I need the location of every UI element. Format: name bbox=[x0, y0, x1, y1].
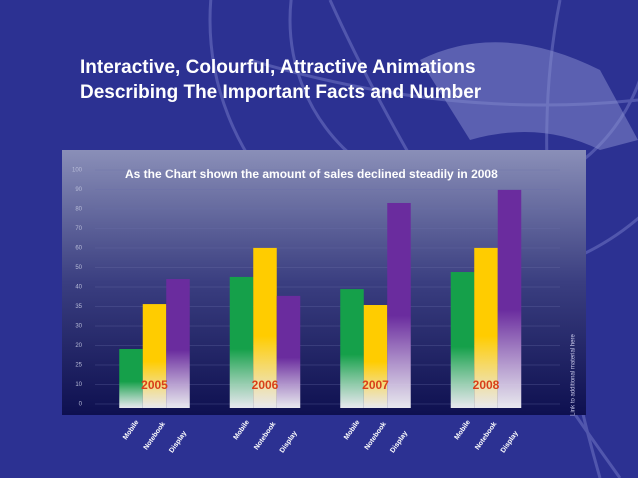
y-tick-label: 35 bbox=[75, 304, 82, 310]
bar bbox=[276, 295, 301, 408]
y-tick-label: 0 bbox=[79, 402, 83, 408]
y-tick-label: 100 bbox=[72, 168, 83, 174]
bar bbox=[474, 247, 498, 408]
x-tick-label: 2005 bbox=[141, 378, 168, 392]
slide-title: Describing The Important Facts and Numbe… bbox=[80, 82, 482, 103]
bar bbox=[340, 289, 364, 408]
slide-title: Interactive, Colourful, Attractive Anima… bbox=[80, 57, 476, 78]
y-tick-label: 60 bbox=[75, 246, 82, 252]
y-tick-label: 80 bbox=[75, 207, 82, 213]
bar bbox=[229, 276, 254, 408]
x-tick-label: 2006 bbox=[252, 378, 279, 392]
bar bbox=[142, 304, 167, 408]
bar bbox=[387, 202, 411, 408]
y-tick-label: 10 bbox=[75, 382, 82, 388]
bar bbox=[166, 279, 190, 408]
landmass bbox=[420, 42, 638, 150]
x-tick-label: 2008 bbox=[473, 378, 500, 392]
y-tick-label: 90 bbox=[75, 187, 82, 193]
y-tick-label: 40 bbox=[75, 285, 82, 291]
y-tick-label: 20 bbox=[75, 343, 82, 349]
bar bbox=[450, 272, 475, 408]
bar bbox=[497, 189, 522, 408]
y-tick-label: 70 bbox=[75, 226, 82, 232]
side-note: Link to additional material here bbox=[571, 333, 577, 415]
y-tick-label: 50 bbox=[75, 265, 82, 271]
x-tick-label: 2007 bbox=[362, 378, 389, 392]
bar bbox=[119, 349, 143, 408]
bar bbox=[363, 305, 388, 408]
y-tick-label: 25 bbox=[75, 363, 82, 369]
chart-title: As the Chart shown the amount of sales d… bbox=[125, 167, 498, 181]
y-tick-label: 30 bbox=[75, 324, 82, 330]
bar bbox=[253, 247, 277, 408]
